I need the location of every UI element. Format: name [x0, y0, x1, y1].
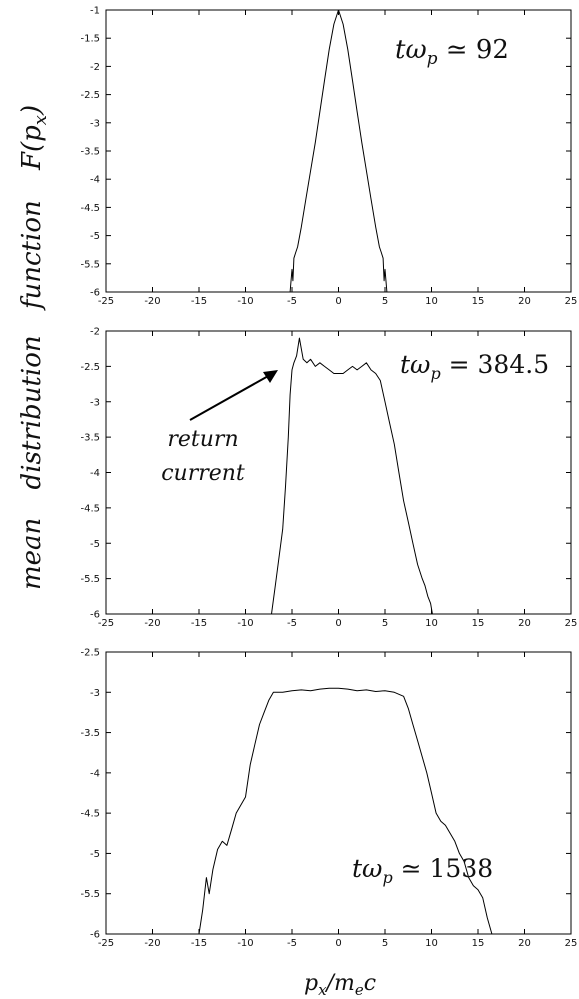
x-axis-label: px/mec [304, 971, 376, 999]
x-tick-label: -15 [191, 296, 207, 307]
y-tick-label: -2.5 [80, 648, 100, 659]
x-tick-label: 20 [518, 296, 531, 307]
x-tick-label: -5 [287, 938, 297, 949]
y-tick-label: -4.5 [80, 503, 100, 514]
y-tick-label: -5 [90, 849, 100, 860]
x-tick-label: -15 [191, 618, 207, 629]
y-tick-label: -2.5 [80, 90, 100, 101]
x-tick-label: 10 [425, 618, 438, 629]
x-tick-label: 15 [472, 938, 485, 949]
panel-1-series-line [289, 9, 388, 293]
x-tick-label: -15 [191, 938, 207, 949]
annotation-subscript: p [382, 868, 392, 887]
x-label-c: c [364, 971, 376, 996]
annotation-subscript: p [430, 364, 440, 383]
panel-1-time-annotation: tωp ≃ 92 [395, 35, 509, 69]
y-tick-label: -3 [90, 397, 100, 408]
x-tick-label: -5 [287, 618, 297, 629]
x-label-p: p [304, 971, 318, 996]
annotation-t-omega: tω [400, 350, 430, 379]
x-tick-label: 25 [565, 938, 578, 949]
annotation-value: = 384.5 [441, 350, 549, 379]
y-tick-label: -3.5 [80, 728, 100, 739]
x-tick-label: -25 [98, 296, 114, 307]
y-label-word-function: function [17, 200, 47, 311]
y-tick-label: -3.5 [80, 147, 100, 158]
annotation-value: ≃ 1538 [393, 854, 493, 883]
x-tick-label: -10 [237, 296, 253, 307]
y-tick-label: -3 [90, 688, 100, 699]
x-tick-label: 10 [425, 938, 438, 949]
annotation-subscript: p [427, 49, 438, 69]
x-tick-label: 15 [472, 618, 485, 629]
callout-line-1: return [167, 427, 238, 452]
y-tick-label: -6 [90, 288, 100, 299]
y-label-word-distribution: distribution [17, 335, 47, 489]
x-tick-label: 0 [335, 296, 341, 307]
x-tick-label: 15 [472, 296, 485, 307]
callout-arrow-shaft [189, 374, 271, 421]
y-label-function-symbol: F(p [17, 125, 47, 171]
annotation-value: ≃ 92 [438, 35, 509, 65]
y-tick-label: -5.5 [80, 574, 100, 585]
x-tick-label: 5 [382, 618, 388, 629]
x-tick-label: 20 [518, 938, 531, 949]
y-tick-label: -4 [90, 468, 100, 479]
panel-3: -25 -20 -15 -10 -5 0 5 10 15 20 25 -6 -5.5 -5 -4.5 -4 -3… [80, 648, 577, 950]
y-tick-label: -5 [90, 231, 100, 242]
x-tick-label: 5 [382, 296, 388, 307]
panels: -25 -20 -15 -10 -5 0 5 10 15 20 25-6-5.5-5-4.5-4-3… [80, 6, 577, 950]
y-tick-label: -3.5 [80, 433, 100, 444]
x-tick-label: 5 [382, 938, 388, 949]
y-tick-label: -5.5 [80, 889, 100, 900]
x-tick-label: -10 [237, 938, 253, 949]
y-tick-label: -4.5 [80, 809, 100, 820]
x-label-sub-x: x [318, 981, 327, 999]
x-tick-label: 25 [565, 618, 578, 629]
annotation-t-omega: tω [352, 854, 382, 883]
panel-1: -25 -20 -15 -10 -5 0 5 10 15 20 25 -6 -5.5 -5 -4.5 -4 -3… [80, 6, 577, 308]
y-tick-label: -5.5 [80, 259, 100, 270]
annotation-t-omega: tω [395, 35, 427, 65]
x-tick-label: -20 [144, 618, 160, 629]
x-label-over-m: /m [325, 971, 355, 996]
y-tick-label: -1.5 [80, 34, 100, 45]
x-tick-label: -25 [98, 938, 114, 949]
y-tick-label: -1 [90, 6, 100, 17]
y-tick-label: -6 [90, 610, 100, 621]
panel-3-series-line [198, 687, 493, 935]
callout-line-2: current [161, 461, 245, 486]
x-tick-label: 0 [335, 618, 341, 629]
y-tick-label: -4.5 [80, 203, 100, 214]
y-label-subscript: x [30, 115, 51, 125]
panel-3-time-annotation: tωp ≃ 1538 [352, 854, 493, 887]
y-tick-label: -4 [90, 175, 100, 186]
x-tick-label: -25 [98, 618, 114, 629]
x-tick-label: -5 [287, 296, 297, 307]
panel-2: -25 -20 -15 -10 -5 0 5 10 15 20 25 -6 -5.5 -5 -4.5 -4 -3… [80, 327, 577, 630]
y-tick-label: -4 [90, 768, 100, 779]
callout-arrow-head [263, 370, 278, 383]
y-tick-label: -2 [90, 327, 100, 338]
x-tick-label: 10 [425, 296, 438, 307]
x-tick-label: -10 [237, 618, 253, 629]
y-label-word-mean: mean [17, 518, 47, 590]
y-label-close-paren: ) [17, 105, 47, 116]
x-label-sub-e: e [355, 981, 364, 999]
x-tick-label: 25 [565, 296, 578, 307]
y-tick-label: -2 [90, 62, 100, 73]
x-tick-label: 0 [335, 938, 341, 949]
x-tick-label: 20 [518, 618, 531, 629]
panel-2-time-annotation: tωp = 384.5 [400, 350, 549, 383]
panel-3-frame [105, 651, 572, 935]
y-tick-label: -5 [90, 539, 100, 550]
y-axis-label: mean distribution function F(px) [17, 105, 51, 590]
y-tick-label: -2.5 [80, 362, 100, 373]
x-tick-label: -20 [144, 296, 160, 307]
x-tick-label: -20 [144, 938, 160, 949]
y-tick-label: -6 [90, 930, 100, 941]
panel-2-series-line [271, 337, 433, 615]
y-tick-label: -3 [90, 118, 100, 129]
